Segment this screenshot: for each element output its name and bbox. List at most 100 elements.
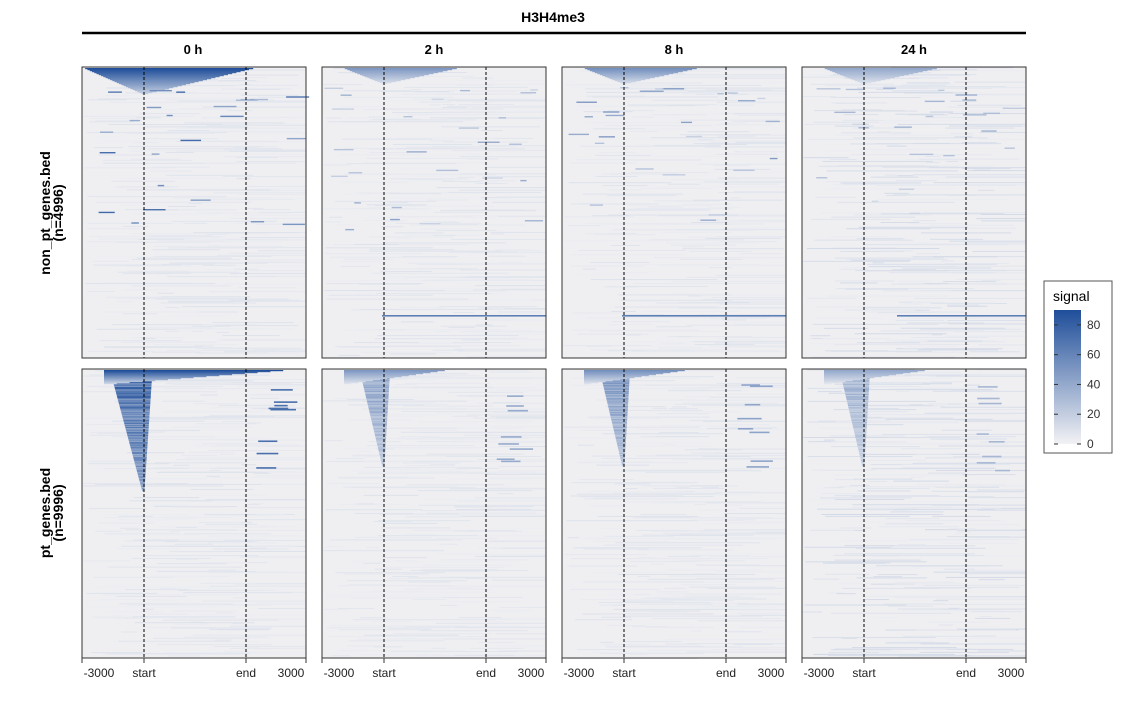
heatmap-row-streak: [132, 233, 269, 235]
heatmap-signal-bar: [816, 88, 841, 90]
heatmap-row-streak: [899, 184, 1026, 186]
heatmap-row-streak: [257, 96, 306, 98]
heatmap-row-streak: [252, 209, 291, 211]
heatmap-signal-funnel: [131, 451, 148, 453]
heatmap-row-streak: [130, 333, 151, 335]
heatmap-row-streak: [253, 472, 271, 474]
heatmap-row-streak: [435, 93, 500, 95]
heatmap-signal-bar: [769, 157, 778, 160]
heatmap-row-streak: [868, 459, 927, 461]
heatmap-row-streak: [927, 340, 983, 342]
heatmap-row-streak: [838, 356, 883, 358]
heatmap-row-streak: [811, 218, 891, 220]
heatmap-signal-bar: [973, 169, 991, 172]
heatmap-row-streak: [409, 342, 468, 344]
heatmap-row-streak: [570, 254, 686, 256]
heatmap-signal-funnel: [131, 449, 148, 451]
heatmap-row-streak: [918, 158, 1020, 160]
heatmap-row-streak: [412, 429, 458, 431]
heatmap-signal-band: [824, 377, 875, 379]
column-header-24h: 24 h: [901, 42, 927, 57]
heatmap-row-streak: [481, 433, 494, 435]
heatmap-row-streak: [436, 412, 546, 414]
heatmap-row-streak: [695, 93, 715, 95]
panel-border: [81, 368, 307, 659]
heatmap-row-streak: [632, 351, 751, 353]
heatmap-row-streak: [840, 132, 912, 134]
heatmap-row-streak: [379, 322, 405, 324]
heatmap-row-streak: [703, 294, 786, 296]
heatmap-signal-bar: [250, 221, 265, 223]
heatmap-signal-band: [94, 72, 237, 74]
heatmap-signal-bar: [686, 135, 702, 138]
heatmap-signal-funnel: [138, 477, 146, 479]
heatmap-row-streak: [411, 387, 536, 389]
heatmap-row-streak: [384, 242, 507, 244]
heatmap-row-streak: [335, 346, 461, 348]
heatmap-row-streak: [655, 75, 717, 77]
heatmap-row-streak: [899, 159, 964, 161]
heatmap-row-streak: [948, 323, 1026, 325]
heatmap-row-streak: [901, 303, 922, 305]
heatmap-signal-band: [824, 381, 846, 383]
heatmap-row-streak: [576, 274, 636, 276]
heatmap-row-streak: [583, 581, 704, 583]
heatmap-row-streak: [424, 373, 468, 375]
heatmap-row-streak: [600, 652, 704, 654]
heatmap-row-streak: [83, 115, 195, 117]
heatmap-signal-funnel: [842, 382, 870, 384]
heatmap-signal-bar: [894, 126, 912, 128]
heatmap-row-streak: [222, 283, 306, 285]
heatmap-row-streak: [629, 85, 686, 87]
heatmap-signal-band: [362, 75, 425, 77]
heatmap-row-streak: [861, 417, 954, 419]
heatmap-row-streak: [413, 91, 455, 93]
heatmap-row-streak: [652, 407, 668, 409]
heatmap-row-streak: [880, 213, 1004, 215]
heatmap-row-streak: [369, 248, 454, 250]
heatmap-row-streak: [850, 143, 902, 145]
heatmap-row-streak: [895, 323, 939, 325]
heatmap-signal-bar: [406, 151, 427, 153]
heatmap-row-streak: [684, 396, 786, 398]
heatmap-row-streak: [624, 138, 717, 140]
heatmap-row-streak: [326, 298, 468, 300]
heatmap-signal-bar: [982, 455, 1002, 458]
heatmap-row-streak: [170, 315, 225, 317]
heatmap-signal-funnel: [365, 396, 389, 398]
heatmap-row-streak: [966, 111, 982, 113]
heatmap-signal-band: [104, 374, 232, 376]
heatmap-row-streak: [825, 515, 910, 517]
heatmap-signal-funnel: [380, 457, 385, 459]
heatmap-row-streak: [96, 617, 127, 619]
row-label-pt-name: pt_genes.bed: [37, 468, 53, 558]
heatmap-signal-funnel: [114, 386, 152, 388]
heatmap-signal-funnel: [133, 457, 147, 459]
heatmap-row-streak: [125, 92, 197, 94]
heatmap-row-streak: [372, 118, 422, 120]
heatmap-row-streak: [448, 327, 475, 329]
heatmap-row-streak: [467, 111, 546, 113]
heatmap-row-streak: [121, 631, 138, 633]
heatmap-row-streak: [382, 345, 521, 347]
heatmap-row-streak: [210, 407, 306, 409]
heatmap-row-streak: [688, 295, 701, 297]
heatmap-row-streak: [132, 285, 231, 287]
heatmap-row-streak: [204, 513, 295, 515]
heatmap-signal-funnel: [846, 399, 869, 401]
heatmap-row-streak: [810, 335, 831, 337]
heatmap-row-streak: [585, 122, 688, 124]
heatmap-row-streak: [604, 535, 674, 537]
heatmap-signal-funnel: [371, 419, 388, 421]
heatmap-row-streak: [202, 600, 306, 602]
heatmap-signal-funnel: [856, 442, 866, 444]
heatmap-row-streak: [655, 436, 710, 438]
heatmap-row-streak: [844, 545, 895, 547]
heatmap-signal-funnel: [118, 401, 151, 403]
heatmap-row-streak: [915, 309, 930, 311]
heatmap-row-streak: [408, 175, 513, 177]
heatmap-row-streak: [730, 93, 748, 95]
heatmap-row-streak: [165, 306, 180, 308]
heatmap-signal-funnel: [848, 408, 868, 410]
heatmap-row-streak: [946, 648, 1014, 650]
